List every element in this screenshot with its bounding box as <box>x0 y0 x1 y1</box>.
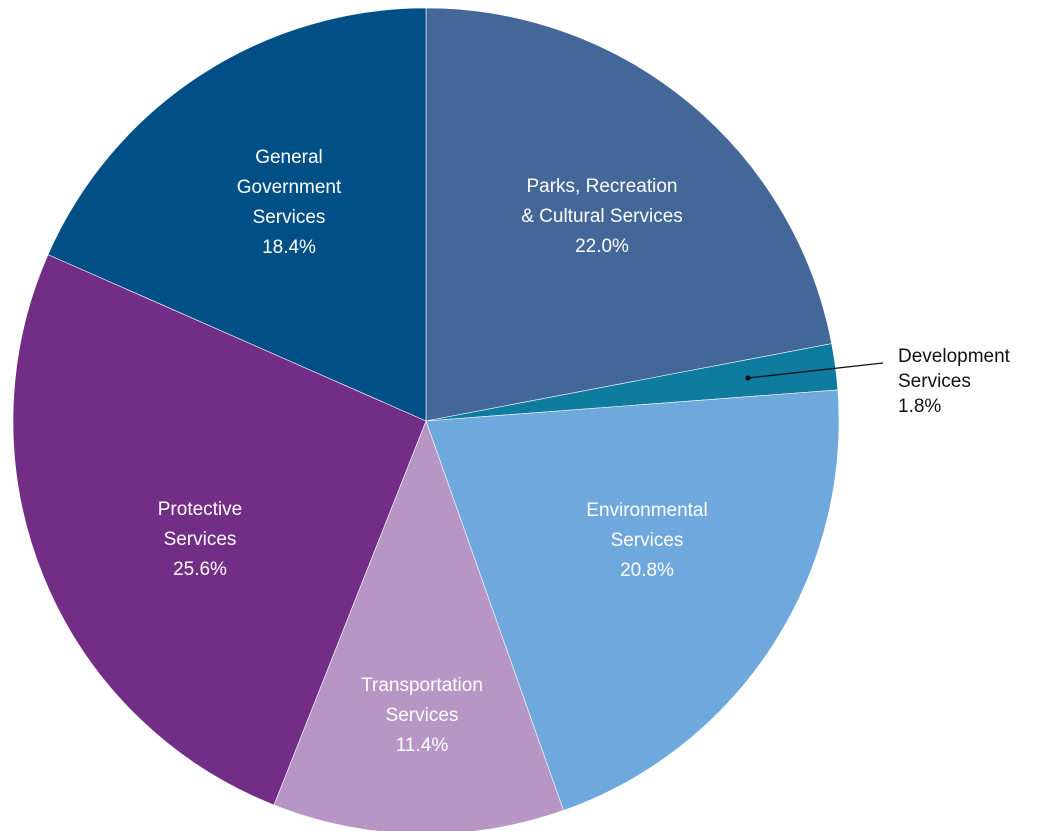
slice-label-development: Development Services 1.8% <box>898 346 1011 417</box>
pie-slice-transportation <box>273 420 564 831</box>
slice-name-line-development: Services <box>898 371 971 392</box>
slice-name-line-protective: Services <box>164 529 237 550</box>
slice-label-environmental: Environmental Services 20.8% <box>586 500 707 581</box>
slice-label-protective: Protective Services 25.6% <box>158 499 242 580</box>
slice-name-line-parks: & Cultural Services <box>521 206 683 227</box>
slice-value-parks: 22.0% <box>575 236 629 257</box>
slice-value-general: 18.4% <box>262 237 316 258</box>
slice-label-transportation: Transportation Services 11.4% <box>361 675 483 756</box>
slice-name-line-transportation: Transportation <box>361 675 483 696</box>
pie-labels: Parks, Recreation & Cultural Services 22.0… <box>158 147 1011 756</box>
slice-name-line-transportation: Services <box>386 705 459 726</box>
pie-slice-parks <box>425 7 833 422</box>
slice-value-environmental: 20.8% <box>620 560 674 581</box>
slice-value-protective: 25.6% <box>173 559 227 580</box>
slice-label-general: General Government Services 18.4% <box>237 147 342 258</box>
slice-name-line-general: General <box>255 147 323 168</box>
slice-name-line-environmental: Services <box>611 530 684 551</box>
leader-line-development <box>747 362 884 379</box>
slice-name-line-general: Services <box>253 207 326 228</box>
slice-name-line-parks: Parks, Recreation <box>526 176 677 197</box>
slice-name-line-environmental: Environmental <box>586 500 707 521</box>
pie-slices <box>12 7 840 831</box>
pie-slice-environmental <box>425 389 840 811</box>
slice-name-line-protective: Protective <box>158 499 242 520</box>
leader-dot-development <box>745 375 751 381</box>
slice-value-development: 1.8% <box>898 396 941 417</box>
pie-slice-general <box>47 7 427 422</box>
slice-name-line-development: Development <box>898 346 1011 367</box>
pie-slice-protective <box>12 254 427 806</box>
slice-name-line-general: Government <box>237 177 342 198</box>
slice-value-transportation: 11.4% <box>396 735 449 756</box>
slice-label-parks: Parks, Recreation & Cultural Services 22.0… <box>521 176 683 257</box>
